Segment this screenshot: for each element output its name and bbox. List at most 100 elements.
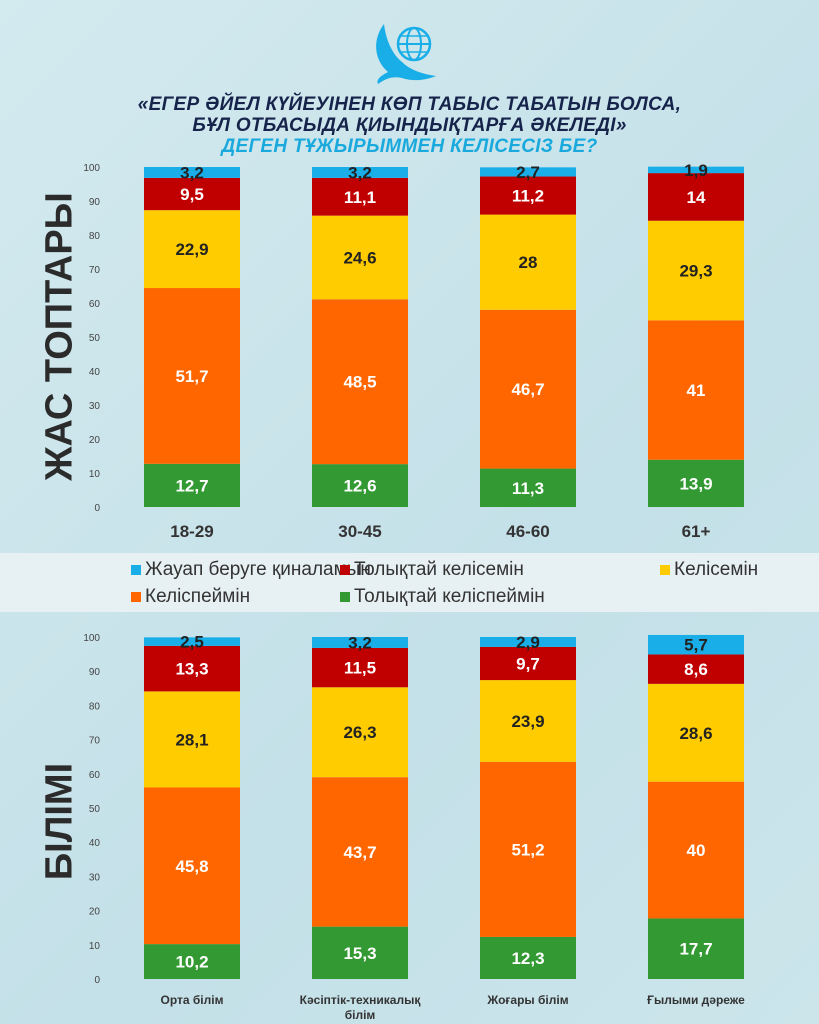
data-label: 43,7 <box>343 843 376 862</box>
x-category-label: Жоғары білім <box>486 993 568 1007</box>
bar-segment-fully-agree <box>480 176 576 215</box>
data-label: 40 <box>687 841 706 860</box>
y-tick-label: 40 <box>89 838 101 849</box>
bar-segment-agree <box>648 683 744 782</box>
bar-segment-agree <box>144 210 240 289</box>
data-label: 13,9 <box>679 474 712 493</box>
bar-segment-fully-agree <box>648 654 744 684</box>
bar-segment-fully-agree <box>144 177 240 211</box>
legend-label: Жауап беруге қиналамын <box>145 559 371 580</box>
legend-label: Толықтай келісемін <box>354 559 524 580</box>
bar-segment-disagree <box>144 787 240 945</box>
y-tick-label: 80 <box>89 701 101 712</box>
logo-eagle-globe-icon <box>376 24 436 84</box>
data-label: 2,5 <box>180 633 204 652</box>
data-label: 8,6 <box>684 660 708 679</box>
data-label: 11,2 <box>512 187 544 206</box>
bar-segment-fully-agree <box>648 173 744 221</box>
legend-item-disagree: Келіспеймін <box>131 586 250 608</box>
bar-segment-fully-disagree <box>480 936 576 979</box>
bar-segment-fully-disagree <box>648 918 744 979</box>
bar-segment-fully-agree <box>312 647 408 688</box>
bar-segment-agree <box>480 214 576 310</box>
bar-segment-disagree <box>144 288 240 464</box>
bar-segment-fully-disagree <box>144 944 240 979</box>
legend-label: Келіспеймін <box>145 586 251 607</box>
data-label: 3,2 <box>180 163 204 182</box>
data-label: 28,6 <box>679 724 712 743</box>
data-label: 12,7 <box>175 476 208 495</box>
legend-item-no-answer: Жауап беруге қиналамын <box>131 559 371 581</box>
data-label: 10,2 <box>175 953 208 972</box>
y-tick-label: 60 <box>89 299 101 310</box>
data-label: 26,3 <box>343 723 376 742</box>
legend-item-fully-agree: Толықтай келісемін <box>340 559 524 581</box>
title-line-3: ДЕГЕН ТҰЖЫРЫММЕН КЕЛІСЕСІЗ БЕ? <box>221 136 598 157</box>
bar-segment-fully-disagree <box>144 463 240 507</box>
data-label: 13,3 <box>175 660 208 679</box>
data-label: 46,7 <box>511 380 544 399</box>
bar-segment-agree <box>648 220 744 321</box>
data-label: 11,3 <box>512 479 544 498</box>
data-label: 28 <box>519 253 538 272</box>
bar-segment-no-answer <box>312 637 408 648</box>
data-label: 3,2 <box>348 633 372 652</box>
bar-segment-no-answer <box>648 166 744 174</box>
y-tick-label: 10 <box>89 941 101 952</box>
data-label: 11,1 <box>344 188 376 207</box>
y-tick-label: 40 <box>89 367 101 378</box>
legend-swatch <box>660 565 670 575</box>
bar-segment-no-answer <box>144 637 240 646</box>
data-label: 1,9 <box>684 161 708 180</box>
data-label: 28,1 <box>175 730 208 749</box>
y-tick-label: 30 <box>89 872 101 883</box>
bar-segment-agree <box>144 691 240 788</box>
bar-segment-agree <box>480 680 576 762</box>
bar-segment-fully-disagree <box>480 468 576 507</box>
bar-segment-disagree <box>312 777 408 927</box>
legend: Жауап беруге қиналамын Толықтай келісемі… <box>0 553 819 612</box>
data-label: 24,6 <box>343 248 376 267</box>
data-label: 14 <box>687 188 706 207</box>
x-category-label: 18-29 <box>170 522 213 541</box>
legend-swatch <box>340 592 350 602</box>
x-category-label: Кәсіптік-техникалық <box>300 993 421 1007</box>
y-tick-label: 90 <box>89 667 101 678</box>
data-label: 41 <box>687 381 706 400</box>
y-tick-label: 50 <box>89 333 101 344</box>
data-label: 45,8 <box>175 857 208 876</box>
bar-segment-no-answer <box>480 167 576 177</box>
data-label: 2,9 <box>516 633 540 652</box>
y-tick-label: 60 <box>89 770 101 781</box>
bar-segment-disagree <box>648 320 744 460</box>
x-category-label: Орта білім <box>161 993 224 1007</box>
chart-age-groups: 0 10 20 30 40 50 60 70 80 90 100 12,7 51,7 22,9 9,5 3,2… <box>83 161 744 541</box>
data-label: 2,7 <box>516 163 540 182</box>
data-label: 12,6 <box>343 477 376 496</box>
title-line-1: «ЕГЕР ӘЙЕЛ КҮЙЕУІНЕН КӨП ТАБЫС ТАБАТЫН Б… <box>137 94 682 115</box>
x-category-label: 30-45 <box>338 522 381 541</box>
data-label: 22,9 <box>175 240 208 259</box>
data-label: 51,7 <box>175 367 208 386</box>
x-category-label: Ғылыми дәреже <box>647 993 745 1007</box>
data-label: 9,7 <box>516 655 540 674</box>
data-label: 15,3 <box>343 944 376 963</box>
legend-swatch <box>131 565 141 575</box>
y-tick-label: 20 <box>89 907 101 918</box>
y-tick-label: 0 <box>94 975 100 986</box>
data-label: 9,5 <box>180 185 204 204</box>
y-tick-label: 10 <box>89 469 101 480</box>
data-label: 5,7 <box>684 636 708 655</box>
bar-segment-disagree <box>480 761 576 937</box>
bar-segment-fully-agree <box>480 646 576 681</box>
y-tick-label: 70 <box>89 736 101 747</box>
data-label: 48,5 <box>343 373 376 392</box>
data-label: 51,2 <box>511 840 544 859</box>
legend-label: Келісемін <box>674 559 759 580</box>
legend-item-fully-disagree: Толықтай келіспеймін <box>340 586 545 608</box>
bar-segment-fully-agree <box>312 177 408 216</box>
legend-item-agree: Келісемін <box>660 559 758 581</box>
y-tick-label: 100 <box>83 633 100 644</box>
y-tick-label: 0 <box>94 503 100 514</box>
x-category-label: білім <box>345 1008 376 1022</box>
